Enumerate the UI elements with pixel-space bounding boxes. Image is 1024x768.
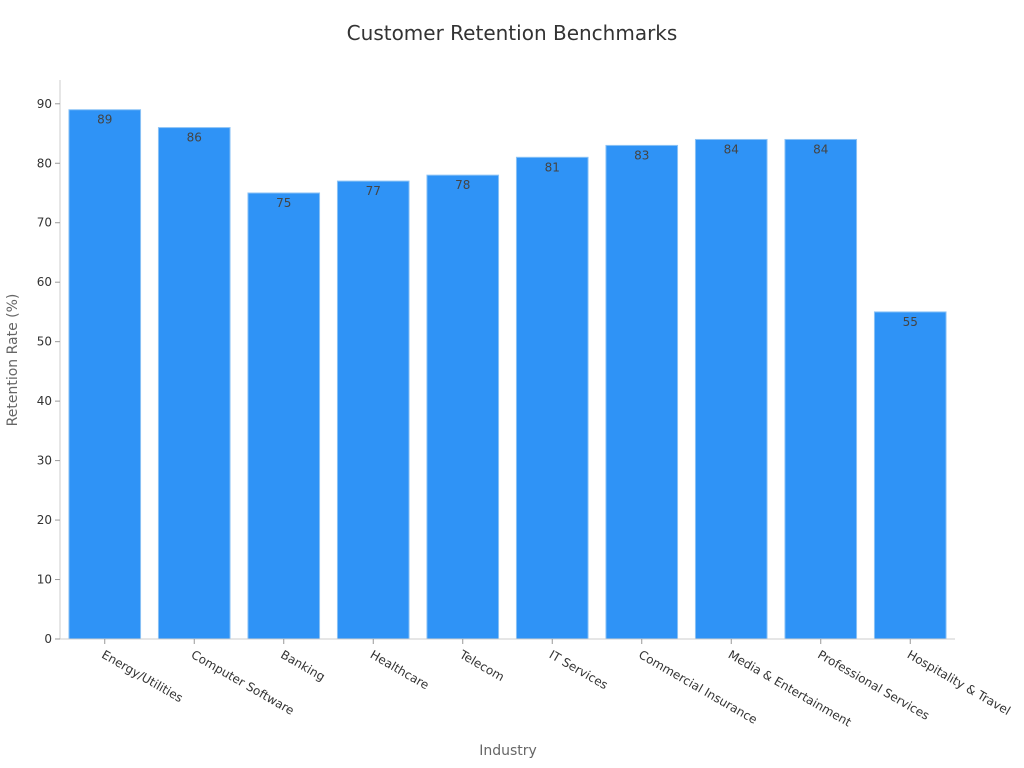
x-tick-label: Healthcare	[368, 647, 432, 692]
data-label: 84	[813, 142, 828, 156]
y-tick-label: 50	[37, 335, 52, 349]
bar	[694, 138, 768, 640]
x-tick-label: Energy/Utilities	[99, 647, 185, 705]
chart-title: Customer Retention Benchmarks	[347, 21, 678, 45]
y-tick-label: 80	[37, 156, 52, 170]
bar	[336, 180, 410, 640]
y-tick-label: 90	[37, 97, 52, 111]
data-label: 83	[634, 148, 649, 162]
y-tick-label: 0	[44, 632, 52, 646]
data-label: 89	[97, 113, 112, 127]
data-label: 86	[187, 131, 202, 145]
bar	[157, 127, 231, 640]
y-tick-label: 20	[37, 513, 52, 527]
axes-layer	[55, 80, 955, 644]
data-label: 75	[276, 196, 291, 210]
bar	[784, 138, 858, 640]
bar	[515, 156, 589, 640]
bar	[247, 192, 321, 640]
bar	[605, 144, 679, 640]
y-tick-label: 40	[37, 394, 52, 408]
y-tick-label: 10	[37, 573, 52, 587]
data-label: 78	[455, 178, 470, 192]
data-label: 55	[903, 315, 918, 329]
bars-layer	[68, 109, 947, 640]
bar	[873, 311, 947, 640]
bar	[426, 174, 500, 640]
y-axis-label: Retention Rate (%)	[5, 294, 21, 427]
data-label: 84	[724, 142, 739, 156]
y-tick-label: 60	[37, 275, 52, 289]
data-label: 81	[545, 160, 560, 174]
x-tick-label: IT Services	[547, 647, 611, 692]
x-tick-label: Banking	[278, 647, 327, 683]
x-tick-label: Telecom	[456, 647, 506, 684]
y-tick-label: 70	[37, 216, 52, 230]
y-tick-label: 30	[37, 454, 52, 468]
bar	[68, 109, 142, 640]
data-label: 77	[366, 184, 381, 198]
x-axis-label: Industry	[479, 743, 537, 759]
